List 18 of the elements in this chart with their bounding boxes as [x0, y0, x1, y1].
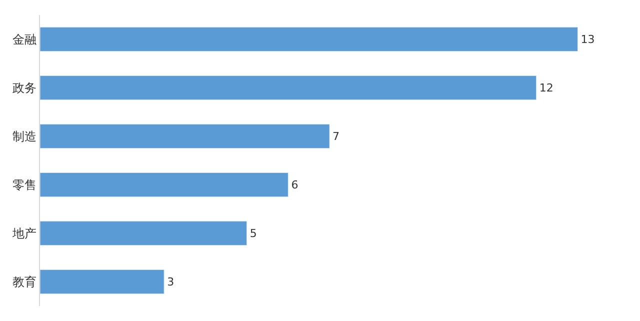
bar [40, 26, 578, 52]
y-tick-label: 零售 [12, 178, 37, 192]
y-tick-label: 制造 [12, 129, 37, 144]
y-tick-label: 政务 [12, 80, 37, 95]
y-tick-label: 金融 [12, 32, 37, 46]
data-label: 13 [580, 32, 595, 46]
y-tick-label: 教育 [12, 274, 37, 289]
data-label: 5 [250, 226, 257, 240]
data-label: 7 [332, 130, 340, 143]
bar [40, 124, 330, 149]
bar [40, 220, 248, 246]
data-label: 3 [167, 275, 174, 288]
data-label: 6 [291, 178, 298, 192]
data-label: 12 [539, 81, 554, 94]
y-tick-label: 地产 [12, 226, 37, 240]
bar [40, 269, 164, 294]
bar [40, 75, 537, 100]
bar [40, 172, 288, 198]
